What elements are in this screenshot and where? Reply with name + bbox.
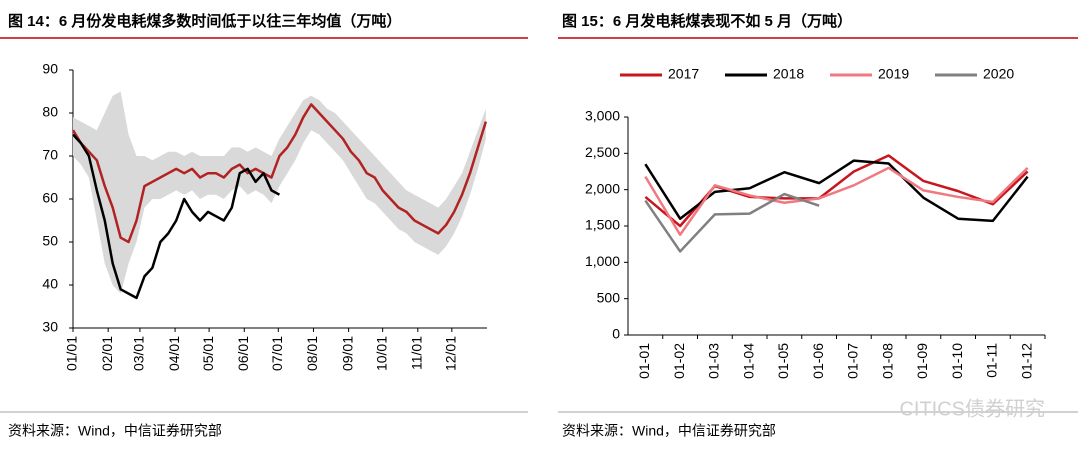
x-tick-label: 01-05 — [775, 343, 791, 379]
series-line — [71, 103, 488, 244]
x-tick-label: 01/01 — [64, 336, 80, 371]
x-tick-label: 11/01 — [409, 336, 425, 370]
y-tick-label: 50 — [42, 233, 58, 249]
legend-label: 2018 — [773, 66, 804, 82]
x-tick-label: 03/01 — [131, 336, 147, 371]
series-line — [644, 166, 1029, 236]
x-tick-label: 09/01 — [339, 336, 355, 371]
y-tick-label: 30 — [42, 319, 58, 335]
x-tick-label: 01-01 — [636, 343, 652, 379]
source: 资料来源：Wind，中信证券研究部 — [8, 423, 222, 439]
y-tick-label: 2,000 — [585, 180, 620, 196]
series-line — [72, 133, 281, 300]
x-tick-label: 01-03 — [706, 343, 722, 379]
x-tick-label: 12/01 — [443, 336, 459, 371]
legend-label: 2019 — [878, 66, 909, 82]
x-tick-label: 06/01 — [235, 336, 251, 371]
y-tick-label: 80 — [42, 104, 58, 120]
series-line — [644, 192, 820, 253]
y-tick-label: 70 — [42, 147, 58, 163]
x-tick-label: 08/01 — [304, 336, 320, 371]
x-tick-label: 01-08 — [879, 343, 895, 379]
chart-title: 图 15：6 月发电耗煤表现不如 5 月（万吨） — [562, 12, 852, 30]
x-tick-label: 01-10 — [949, 343, 965, 379]
legend-label: 2017 — [668, 66, 699, 82]
x-tick-label: 01-11 — [984, 343, 1000, 378]
y-tick-label: 2,500 — [585, 144, 620, 160]
y-tick-label: 1,000 — [585, 253, 620, 269]
legend-label: 2020 — [983, 66, 1014, 82]
x-tick-label: 01-12 — [1018, 343, 1034, 379]
y-tick-label: 3,000 — [585, 108, 620, 124]
chart-title: 图 14：6 月份发电耗煤多数时间低于以往三年均值（万吨） — [8, 12, 401, 30]
x-tick-label: 07/01 — [269, 336, 285, 371]
x-tick-label: 01-04 — [740, 343, 756, 379]
x-tick-label: 10/01 — [373, 336, 389, 371]
y-tick-label: 90 — [42, 61, 58, 77]
y-tick-label: 60 — [42, 190, 58, 206]
watermark: CITICS债券研究 — [899, 397, 1045, 420]
x-tick-label: 01-06 — [810, 343, 826, 379]
y-tick-label: 40 — [42, 276, 58, 292]
x-tick-label: 01-02 — [671, 343, 687, 379]
x-tick-label: 04/01 — [166, 336, 182, 371]
x-tick-label: 02/01 — [99, 336, 115, 371]
y-tick-label: 500 — [597, 289, 621, 305]
x-tick-label: 01-07 — [845, 343, 861, 379]
x-tick-label: 05/01 — [200, 336, 216, 371]
y-tick-label: 0 — [612, 326, 620, 342]
source: 资料来源：Wind，中信证券研究部 — [562, 423, 776, 439]
series-line — [644, 159, 1029, 223]
range-band — [73, 91, 486, 294]
x-tick-label: 01-09 — [914, 343, 930, 379]
y-tick-label: 1,500 — [585, 217, 620, 233]
